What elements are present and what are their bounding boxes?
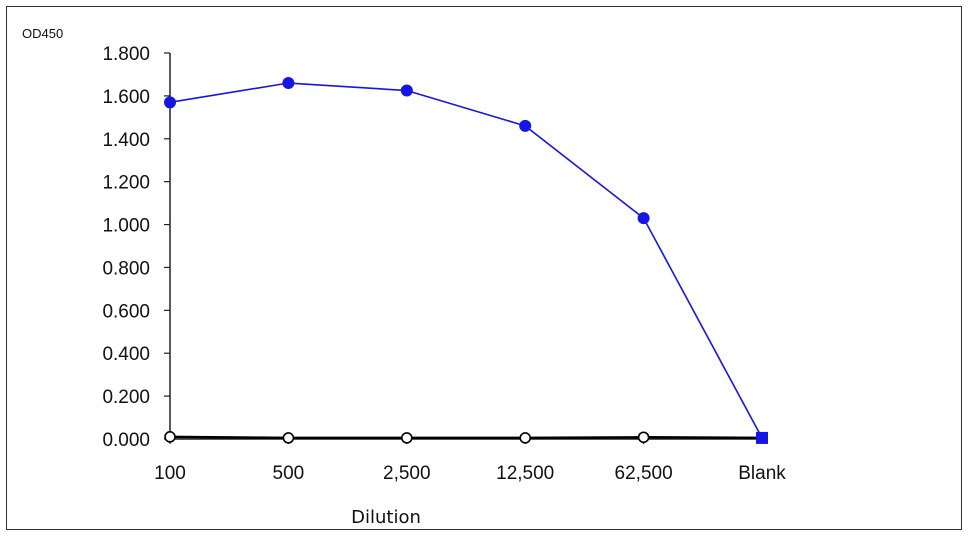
series-line bbox=[169, 82, 763, 439]
series-0 bbox=[164, 77, 768, 444]
data-point bbox=[519, 119, 532, 132]
y-tick-label: 1.200 bbox=[102, 173, 150, 194]
y-tick-label: 0.600 bbox=[102, 301, 150, 322]
series-line bbox=[169, 435, 763, 440]
data-point bbox=[400, 432, 413, 444]
series-layer bbox=[164, 77, 768, 444]
y-tick-label: 0.400 bbox=[102, 344, 150, 365]
data-point bbox=[756, 431, 768, 444]
y-axis-label: OD450 bbox=[22, 26, 63, 41]
data-point bbox=[164, 96, 176, 109]
x-axis-title: Dilution bbox=[351, 507, 421, 528]
y-tick-label: 0.000 bbox=[102, 430, 150, 451]
x-ticks: 100 500 2,500 12,500 62,500 Blank bbox=[154, 439, 786, 484]
y-tick-label: 0.200 bbox=[102, 387, 150, 408]
y-tick-label: 1.600 bbox=[102, 87, 150, 108]
x-tick-label: 62,500 bbox=[615, 463, 673, 484]
x-tick-label: 2,500 bbox=[383, 463, 431, 484]
data-point bbox=[400, 84, 413, 97]
data-point bbox=[164, 431, 176, 443]
x-tick-label: 500 bbox=[273, 463, 305, 484]
data-point bbox=[282, 432, 295, 444]
y-tick-label: 0.800 bbox=[102, 258, 150, 279]
x-tick-label: 12,500 bbox=[496, 463, 554, 484]
axes bbox=[169, 53, 762, 440]
y-ticks: 1.800 1.600 1.400 1.200 1.000 0.800 0.600 0.400… bbox=[102, 44, 170, 451]
data-point bbox=[637, 212, 650, 225]
y-tick-label: 1.400 bbox=[102, 130, 150, 151]
data-point bbox=[519, 432, 532, 444]
data-point bbox=[637, 431, 650, 444]
x-tick-label: 100 bbox=[154, 463, 186, 484]
series-1 bbox=[164, 431, 768, 444]
y-tick-label: 1.800 bbox=[102, 44, 150, 65]
y-tick-label: 1.000 bbox=[102, 216, 150, 237]
x-tick-label: Blank bbox=[738, 463, 786, 484]
data-point bbox=[282, 77, 295, 90]
